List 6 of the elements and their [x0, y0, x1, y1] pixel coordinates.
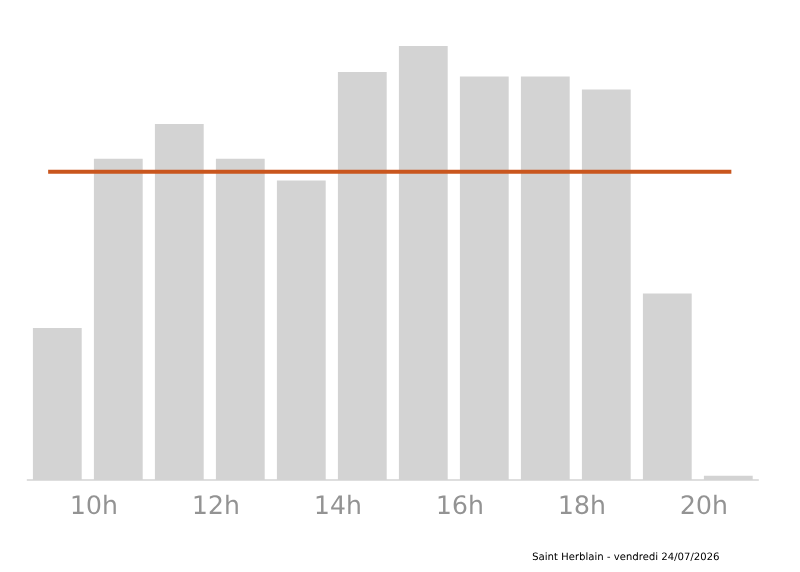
x-tick-label: 12h: [194, 494, 238, 514]
x-tick-label: 16h: [438, 494, 482, 515]
x-tick-label: 18h: [560, 494, 604, 515]
x-tick-label: 14h: [316, 494, 360, 514]
x-tick-label: 20h: [681, 494, 726, 515]
x-tick-label: 10h: [72, 494, 116, 515]
